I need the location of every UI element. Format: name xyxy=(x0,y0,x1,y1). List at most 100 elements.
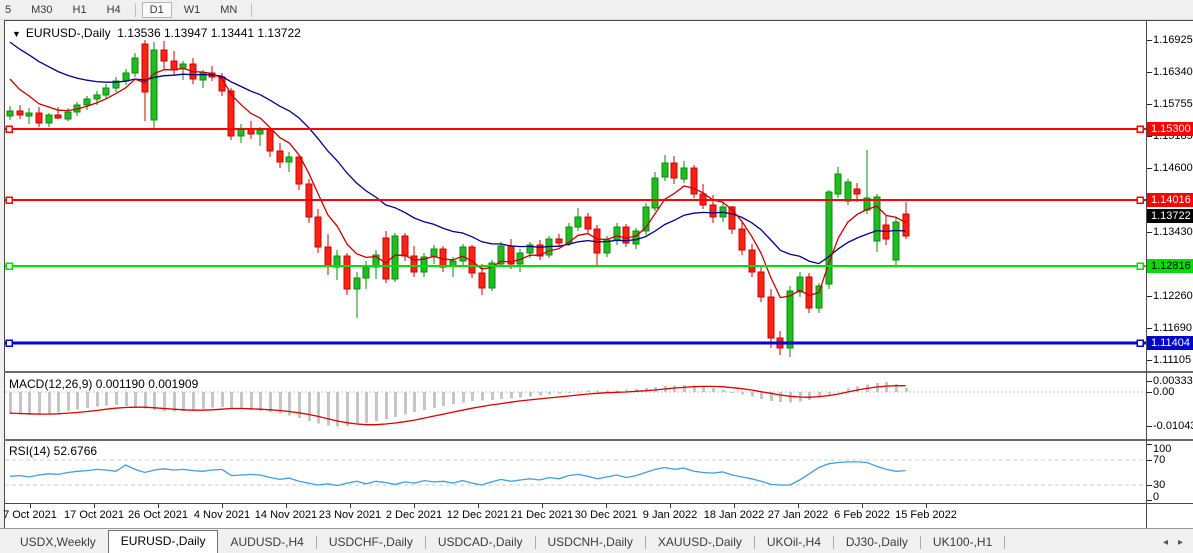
macd-scale-label: 0.00 xyxy=(1153,386,1175,398)
date-label: 27 Jan 2022 xyxy=(767,509,829,521)
price-badge-1.13722: 1.13722 xyxy=(1147,209,1193,223)
candle-body xyxy=(459,246,467,262)
tab-xauusd-daily[interactable]: XAUUSD-,Daily xyxy=(657,535,742,549)
line-handle[interactable] xyxy=(1136,125,1144,133)
axis-tick xyxy=(1147,360,1152,361)
axis-tick xyxy=(1147,168,1152,169)
candle-body xyxy=(324,246,332,267)
candle-body xyxy=(574,216,582,228)
candle-body xyxy=(227,90,235,137)
date-tick xyxy=(542,504,543,508)
line-handle[interactable] xyxy=(1136,196,1144,204)
timeframe-button-h4[interactable]: H4 xyxy=(106,3,121,16)
line-handle[interactable] xyxy=(1136,339,1144,347)
candle-body xyxy=(6,110,14,117)
chart-title: ▼ EURUSD-,Daily 1.13536 1.13947 1.13441 1… xyxy=(12,26,301,40)
candle-body xyxy=(353,277,361,290)
date-label: 9 Jan 2022 xyxy=(642,509,698,521)
candle-body xyxy=(670,162,678,179)
candle-body xyxy=(237,128,245,137)
chart-window[interactable] xyxy=(4,20,1193,529)
tab-audusd-h4[interactable]: AUDUSD-,H4 xyxy=(230,535,304,549)
date-label: 14 Nov 2021 xyxy=(254,509,318,521)
macd-indicator-label: MACD(12,26,9) 0.001190 0.001909 xyxy=(9,377,199,391)
rsi-scale-label: 30 xyxy=(1153,479,1166,491)
candle-body xyxy=(160,49,168,62)
candle-body xyxy=(64,111,72,120)
line-handle[interactable] xyxy=(1136,262,1144,270)
timeframe-button-h1[interactable]: H1 xyxy=(72,3,87,16)
price-axis-divider[interactable] xyxy=(1146,20,1147,528)
line-handle[interactable] xyxy=(5,196,13,204)
tab-usdx-weekly[interactable]: USDX,Weekly xyxy=(20,535,96,549)
line-handle[interactable] xyxy=(5,339,13,347)
tab-separator xyxy=(644,536,646,549)
timeframe-button-mn[interactable]: MN xyxy=(220,3,238,16)
date-tick xyxy=(158,504,159,508)
timeframe-button-d1[interactable]: D1 xyxy=(141,1,172,18)
price-tick-label: 1.16340 xyxy=(1153,66,1193,78)
candle-body xyxy=(873,196,881,242)
date-tick xyxy=(222,504,223,508)
candle-body xyxy=(892,221,900,261)
timeframe-button-m30[interactable]: M30 xyxy=(31,3,53,16)
candle-body xyxy=(651,177,659,209)
candle-body xyxy=(555,238,563,244)
candle-body xyxy=(256,129,264,135)
tab-uk100-h1[interactable]: UK100-,H1 xyxy=(932,535,993,549)
date-tick xyxy=(862,504,863,508)
date-tick xyxy=(606,504,607,508)
tab-separator xyxy=(1004,536,1006,549)
date-tick xyxy=(350,504,351,508)
axis-tick xyxy=(1147,72,1152,73)
tab-usdchf-daily[interactable]: USDCHF-,Daily xyxy=(328,535,413,549)
tab-ukoil-h4[interactable]: UKOil-,H4 xyxy=(766,535,821,549)
axis-tick xyxy=(1147,104,1152,105)
candle-body xyxy=(902,213,910,237)
line-handle[interactable] xyxy=(5,125,13,133)
candle-body xyxy=(102,87,110,96)
date-tick xyxy=(670,504,671,508)
candle-body xyxy=(170,60,178,71)
timeframe-button-w1[interactable]: W1 xyxy=(183,3,201,16)
date-tick xyxy=(926,504,927,508)
price-tick-label: 1.11690 xyxy=(1153,322,1192,334)
macd-pane-canvas[interactable] xyxy=(5,373,1146,438)
ma-fast-line xyxy=(9,67,906,299)
date-label: 7 Oct 2021 xyxy=(3,509,57,521)
tab-scroll-right-icon[interactable]: ▸ xyxy=(1177,537,1183,548)
candle-body xyxy=(285,156,293,163)
candle-body xyxy=(622,226,630,244)
timeframe-button-5[interactable]: 5 xyxy=(5,3,12,16)
rsi-pane-separator[interactable] xyxy=(4,439,1193,441)
axis-tick xyxy=(1147,426,1152,427)
date-tick xyxy=(30,504,31,508)
candle-body xyxy=(401,235,409,257)
price-chart-canvas[interactable] xyxy=(5,21,1146,371)
macd-pane-separator[interactable] xyxy=(4,371,1193,373)
date-label: 6 Feb 2022 xyxy=(834,509,890,521)
candle-body xyxy=(420,256,428,273)
date-label: 23 Nov 2021 xyxy=(318,509,382,521)
candle-body xyxy=(410,255,418,273)
candle-body xyxy=(276,150,284,163)
tab-eurusd-daily[interactable]: EURUSD-,Daily xyxy=(107,530,219,553)
candle-body xyxy=(738,228,746,251)
price-tick-label: 1.16925 xyxy=(1153,34,1193,46)
tab-dj30-daily[interactable]: DJ30-,Daily xyxy=(845,535,908,549)
date-label: 15 Feb 2022 xyxy=(895,509,957,521)
line-handle[interactable] xyxy=(5,262,13,270)
candle-body xyxy=(35,112,43,124)
tab-usdcnh-daily[interactable]: USDCNH-,Daily xyxy=(547,535,633,549)
candle-body xyxy=(536,244,544,257)
candle-body xyxy=(786,290,794,349)
tab-scroll-left-icon[interactable]: ◂ xyxy=(1162,537,1168,548)
candle-body xyxy=(728,206,736,230)
rsi-pane-canvas[interactable] xyxy=(5,441,1146,503)
tab-usdcad-daily[interactable]: USDCAD-,Daily xyxy=(437,535,523,549)
candle-body xyxy=(362,266,370,279)
price-tick-label: 1.12260 xyxy=(1153,290,1193,302)
chart-symbol: EURUSD-,Daily xyxy=(25,26,111,40)
candle-body xyxy=(680,167,688,180)
axis-tick xyxy=(1147,328,1152,329)
